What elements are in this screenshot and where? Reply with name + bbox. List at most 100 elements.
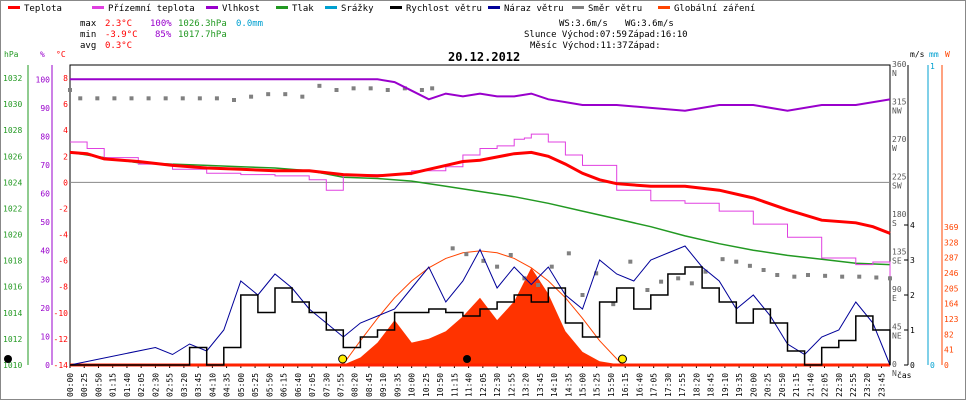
direction-tick-label: SE bbox=[892, 257, 902, 266]
x-tick: 23:45 bbox=[877, 373, 886, 397]
x-tick: 12:55 bbox=[507, 373, 516, 397]
sunset-marker bbox=[617, 354, 627, 364]
x-tick: 14:35 bbox=[564, 373, 573, 397]
direction-point bbox=[112, 96, 117, 101]
rad-tick: 287 bbox=[944, 254, 959, 263]
pressure-tick: 1020 bbox=[3, 231, 22, 240]
direction-tick: 135 bbox=[892, 248, 907, 257]
direction-point bbox=[761, 268, 766, 272]
humidity-tick: 0 bbox=[45, 361, 50, 370]
rad-tick: 328 bbox=[944, 238, 959, 247]
x-tick: 03:45 bbox=[194, 373, 203, 397]
direction-point bbox=[368, 86, 373, 91]
unit-mm: mm bbox=[929, 50, 939, 59]
direction-point bbox=[747, 263, 752, 268]
direction-point bbox=[283, 92, 288, 97]
temp-tick: 4 bbox=[63, 126, 68, 135]
pressure-tick: 1032 bbox=[3, 74, 22, 83]
humidity-tick: 30 bbox=[40, 275, 50, 284]
direction-point bbox=[689, 281, 694, 286]
humidity-tick: 40 bbox=[40, 247, 50, 256]
x-tick: 01:15 bbox=[109, 373, 118, 397]
direction-point bbox=[645, 288, 650, 292]
direction-point bbox=[611, 302, 616, 307]
x-tick: 14:10 bbox=[550, 373, 559, 397]
x-tick: 15:00 bbox=[579, 373, 588, 397]
humidity-tick: 60 bbox=[40, 190, 50, 199]
direction-point bbox=[450, 246, 455, 251]
legend-swatch bbox=[488, 6, 500, 9]
legend-swatch bbox=[572, 6, 584, 9]
x-tick: 05:25 bbox=[251, 373, 260, 397]
pressure-tick: 1030 bbox=[3, 100, 22, 109]
legend-label: Směr větru bbox=[588, 4, 642, 14]
x-tick: 00:50 bbox=[94, 373, 103, 397]
x-tick: 12:30 bbox=[493, 373, 502, 397]
direction-point bbox=[522, 276, 527, 281]
direction-point bbox=[214, 96, 219, 101]
humidity-tick: 20 bbox=[40, 304, 50, 313]
legend-swatch bbox=[325, 6, 337, 9]
direction-point bbox=[734, 259, 739, 264]
direction-point bbox=[594, 271, 599, 276]
x-tick: 18:45 bbox=[707, 373, 716, 397]
x-tick: 00:00 bbox=[66, 373, 75, 397]
x-tick: 12:05 bbox=[479, 373, 488, 397]
direction-tick: 270 bbox=[892, 135, 907, 144]
legend-swatch bbox=[8, 6, 20, 9]
direction-point bbox=[888, 276, 892, 281]
x-tick: 17:05 bbox=[650, 373, 659, 397]
direction-tick-label: N bbox=[892, 69, 897, 78]
legend-label: Rychlost větru bbox=[406, 4, 482, 14]
rad-tick: 0 bbox=[944, 361, 949, 370]
x-tick: 21:15 bbox=[792, 373, 801, 397]
pressure-tick: 1024 bbox=[3, 178, 22, 187]
axes: 1032103010281026102410221020101810161014… bbox=[3, 60, 959, 397]
direction-point bbox=[317, 83, 322, 88]
humidity-tick: 100 bbox=[36, 75, 51, 84]
direction-tick: 90 bbox=[892, 285, 902, 294]
direction-point bbox=[385, 88, 390, 92]
x-tick: 11:40 bbox=[465, 373, 474, 397]
direction-point bbox=[197, 96, 202, 101]
direction-point bbox=[659, 279, 664, 284]
min-label: min bbox=[80, 30, 96, 40]
x-tick: 08:20 bbox=[351, 373, 360, 397]
x-tick: 10:50 bbox=[436, 373, 445, 397]
direction-point bbox=[775, 273, 780, 277]
direction-tick: 315 bbox=[892, 98, 907, 107]
x-tick: 22:05 bbox=[821, 373, 830, 397]
humidity-tick: 90 bbox=[40, 104, 50, 113]
x-tick: 02:05 bbox=[137, 373, 146, 397]
direction-point bbox=[580, 293, 585, 297]
wg-value: WG:3.6m/s bbox=[625, 19, 674, 29]
humidity-line bbox=[70, 78, 891, 112]
direction-point bbox=[419, 88, 424, 92]
x-tick: 03:20 bbox=[180, 373, 189, 397]
humidity-tick: 10 bbox=[40, 332, 50, 341]
x-tick: 23:20 bbox=[863, 373, 872, 397]
pressure-tick: 1014 bbox=[3, 309, 22, 318]
moon-set: Západ: bbox=[628, 41, 661, 51]
x-tick: 15:25 bbox=[593, 373, 602, 397]
direction-point bbox=[549, 264, 554, 269]
x-tick: 17:55 bbox=[678, 373, 687, 397]
x-tick: 09:10 bbox=[379, 373, 388, 397]
direction-tick: 180 bbox=[892, 210, 907, 219]
direction-point bbox=[95, 96, 100, 101]
temperature-line bbox=[69, 150, 891, 235]
rain-tick: 0 bbox=[930, 361, 935, 370]
x-tick: 07:30 bbox=[322, 373, 331, 397]
x-tick: 06:40 bbox=[294, 373, 303, 397]
x-tick: 09:35 bbox=[393, 373, 402, 397]
astro-info: WS:3.6m/s WG:3.6m/s Slunce Východ:07:59 … bbox=[524, 19, 688, 51]
x-tick: 08:45 bbox=[365, 373, 374, 397]
direction-tick-label: E bbox=[892, 294, 897, 303]
x-tick: 16:15 bbox=[621, 373, 630, 397]
direction-tick: 360 bbox=[892, 60, 907, 69]
pressure-line bbox=[69, 151, 891, 266]
x-tick: 05:00 bbox=[237, 373, 246, 397]
pressure-tick: 1018 bbox=[3, 257, 22, 266]
x-tick: 16:40 bbox=[635, 373, 644, 397]
x-tick: 10:25 bbox=[422, 373, 431, 397]
